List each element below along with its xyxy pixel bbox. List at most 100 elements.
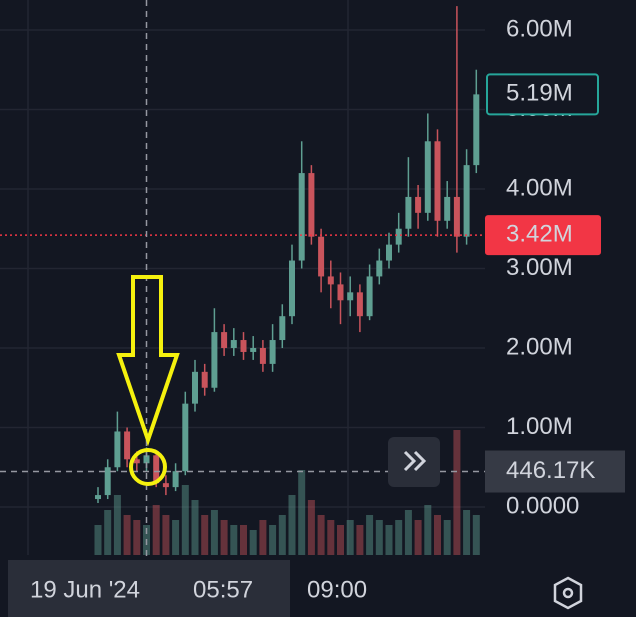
crosshair-time: 05:57: [193, 576, 253, 603]
candle-body: [95, 495, 101, 500]
volume-bar: [453, 430, 461, 555]
volume-bar: [94, 525, 102, 555]
volume-bar: [385, 525, 393, 555]
candle-body: [337, 284, 344, 301]
overlay-layer: [0, 0, 485, 560]
button-icon: [403, 450, 427, 472]
volume-bar: [240, 525, 247, 555]
volume-bar: [298, 470, 306, 555]
volume-bar: [288, 495, 296, 555]
volume-bar: [327, 520, 335, 555]
volume-bar: [181, 485, 189, 555]
volume-bar: [278, 515, 286, 555]
y-tick-label: 3.00M: [506, 254, 573, 281]
candle-body: [415, 196, 422, 213]
candle-layer: [95, 6, 480, 504]
candle-body: [347, 292, 354, 301]
settings-icon[interactable]: [553, 576, 583, 610]
candle-body: [318, 236, 325, 277]
arrow-shape: [116, 275, 180, 447]
candle-body: [327, 276, 334, 285]
volume-bar: [356, 525, 364, 555]
candle-body: [153, 455, 160, 484]
volume-bar: [424, 505, 432, 555]
marker-price-box: [486, 73, 599, 116]
candle-body: [405, 196, 412, 229]
candle-body: [182, 403, 189, 472]
last-price-label: 3.42M: [506, 220, 573, 247]
crosshair-date: 19 Jun '24: [30, 576, 140, 603]
candle-body: [453, 196, 460, 237]
candle-body: [192, 371, 198, 404]
volume-bar: [414, 520, 422, 555]
volume-bar: [366, 515, 374, 555]
candle-body: [172, 471, 179, 488]
volume-bar: [220, 520, 228, 555]
crosshair-price-box: [485, 450, 625, 493]
candle-body: [250, 347, 257, 352]
candle-body: [424, 141, 431, 213]
candle-body: [240, 340, 247, 352]
volume-bar: [259, 520, 267, 555]
candle-body: [143, 455, 150, 464]
volume-bar: [162, 515, 170, 555]
x-tick-label: 09:00: [307, 576, 367, 603]
candle-body: [356, 292, 363, 317]
candle-body: [395, 228, 402, 245]
marker-price-label: 5.19M: [506, 80, 573, 107]
volume-bar: [210, 510, 218, 555]
candle-body: [221, 332, 228, 348]
candle-body: [386, 244, 392, 261]
settings-icon-dot: [562, 587, 574, 599]
volume-bar: [123, 515, 131, 555]
candle-body: [230, 340, 237, 348]
volume-bar: [317, 515, 325, 555]
candle-body: [201, 371, 208, 388]
volume-bar: [133, 520, 141, 555]
candle-body: [444, 196, 451, 221]
volume-bar: [404, 510, 412, 555]
candle-body: [366, 276, 373, 317]
volume-bar: [337, 525, 344, 555]
y-tick-label: 1.00M: [506, 413, 573, 440]
volume-bar: [346, 520, 354, 555]
candle-body: [211, 332, 218, 388]
y-tick-label: 4.00M: [506, 174, 573, 201]
candle-body: [259, 347, 266, 364]
candle-body: [133, 459, 140, 464]
candle-body: [269, 340, 276, 364]
candle-body: [298, 173, 305, 261]
y-tick-label: 0.0000: [506, 492, 579, 519]
annotation-arrow: [116, 275, 180, 486]
volume-bar: [201, 515, 209, 555]
candle-body: [279, 316, 286, 341]
candle-body: [104, 467, 111, 496]
volume-bar: [191, 500, 199, 555]
volume-bar: [463, 510, 471, 555]
settings-button[interactable]: [553, 576, 583, 610]
candle-body: [463, 165, 470, 237]
candle-body: [376, 260, 383, 277]
volume-bar: [434, 515, 441, 555]
candle-body: [473, 94, 480, 166]
price-axis: 0.00001.00M2.00M3.00M4.00M5.00M6.00M3.42…: [485, 15, 625, 519]
candle-body: [124, 431, 131, 460]
volume-bar: [269, 525, 277, 555]
y-tick-label: 6.00M: [506, 15, 573, 42]
volume-bar: [307, 500, 315, 555]
y-tick-label: 2.00M: [506, 333, 573, 360]
candle-body: [434, 141, 441, 221]
volume-bar: [152, 505, 160, 555]
volume-bar: [443, 520, 451, 555]
scroll-button[interactable]: [388, 437, 440, 487]
candle-body: [114, 431, 121, 468]
volume-bar: [230, 525, 238, 555]
volume-bar: [395, 520, 403, 555]
candle-body: [308, 173, 315, 237]
last-price-box: [485, 215, 601, 256]
volume-bar: [249, 530, 257, 555]
volume-bar: [472, 515, 480, 555]
crosshair-price-label: 446.17K: [506, 457, 595, 484]
volume-bar: [113, 495, 121, 555]
